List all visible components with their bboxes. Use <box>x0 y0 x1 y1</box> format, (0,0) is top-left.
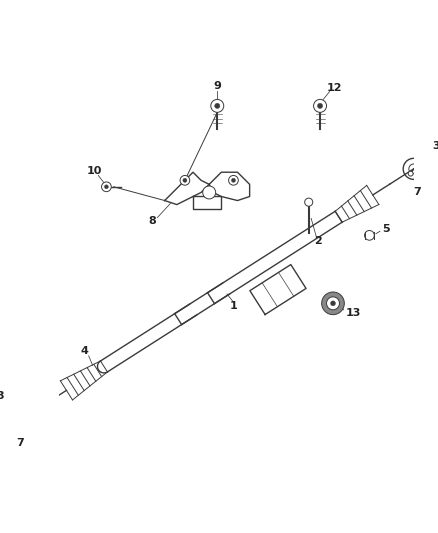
Polygon shape <box>165 172 209 205</box>
Text: 9: 9 <box>213 80 221 91</box>
Text: 1: 1 <box>230 301 237 311</box>
Text: 8: 8 <box>148 216 156 226</box>
Text: 12: 12 <box>327 83 343 93</box>
Circle shape <box>215 103 220 108</box>
Circle shape <box>321 292 344 314</box>
Circle shape <box>408 171 413 176</box>
Circle shape <box>104 185 108 189</box>
Text: 3: 3 <box>0 391 4 401</box>
Circle shape <box>364 230 374 240</box>
Circle shape <box>305 198 313 206</box>
Text: 3: 3 <box>433 141 438 151</box>
Text: 13: 13 <box>346 308 361 318</box>
Circle shape <box>203 186 215 199</box>
Circle shape <box>102 182 111 192</box>
Text: 7: 7 <box>16 438 24 448</box>
Circle shape <box>14 425 20 431</box>
Polygon shape <box>193 197 221 208</box>
Polygon shape <box>209 172 250 200</box>
Circle shape <box>211 99 224 112</box>
Text: 7: 7 <box>413 187 421 197</box>
Polygon shape <box>250 264 306 314</box>
Text: 5: 5 <box>382 224 389 234</box>
Text: 10: 10 <box>87 166 102 175</box>
Circle shape <box>180 175 190 185</box>
Circle shape <box>331 301 336 306</box>
Text: 4: 4 <box>81 346 88 356</box>
Circle shape <box>183 179 187 182</box>
Circle shape <box>326 297 339 310</box>
Circle shape <box>314 99 326 112</box>
Text: 2: 2 <box>314 236 322 246</box>
Circle shape <box>231 179 236 182</box>
Circle shape <box>318 103 323 108</box>
Circle shape <box>229 175 238 185</box>
